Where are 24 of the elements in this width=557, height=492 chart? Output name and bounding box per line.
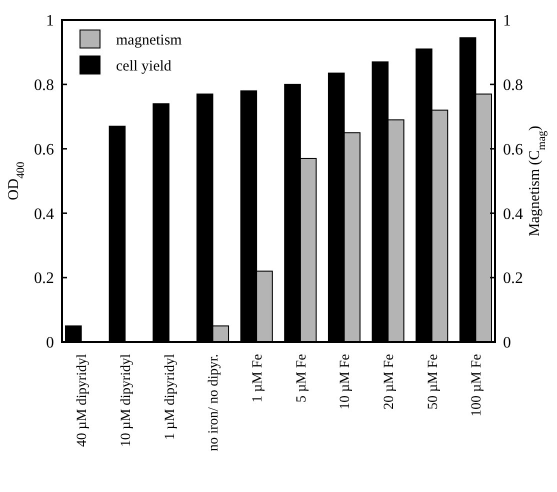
x-tick-label: 50 µM Fe — [426, 354, 441, 410]
y2-tick-label: 0.8 — [503, 77, 523, 94]
y2-tick-label: 0.6 — [503, 141, 523, 158]
y-tick-label: 0.8 — [34, 77, 54, 94]
y2-tick-label: 1 — [503, 12, 511, 30]
y-tick-label: 0 — [46, 334, 54, 352]
x-tick-label: 10 µM Fe — [338, 354, 354, 410]
y-tick-label: 0.2 — [34, 270, 54, 288]
y-tick-label: 0.4 — [34, 206, 54, 223]
x-tick-label: 100 µM Fe — [470, 354, 485, 417]
x-tick-label: 1 µM Fe — [250, 354, 266, 403]
legend-label: cell yield — [116, 58, 172, 74]
x-tick-label: 10 µM dipyridyl — [119, 354, 134, 447]
x-tick-label: no iron/ no dipyr. — [206, 354, 222, 452]
x-tick-label: 20 µM Fe — [382, 354, 397, 410]
y-tick-label: 1 — [46, 12, 54, 30]
y-tick-label: 0.6 — [34, 141, 54, 158]
x-tick-label: 1 µM dipyridyl — [162, 354, 178, 440]
y2-tick-label: 0 — [503, 334, 511, 352]
x-tick-label: 40 µM dipyridyl — [75, 354, 90, 447]
legend-label: magnetism — [116, 32, 182, 48]
y2-tick-label: 0.4 — [503, 206, 523, 223]
x-tick-label: 5 µM Fe — [294, 354, 310, 403]
y2-tick-label: 0.2 — [503, 270, 523, 288]
